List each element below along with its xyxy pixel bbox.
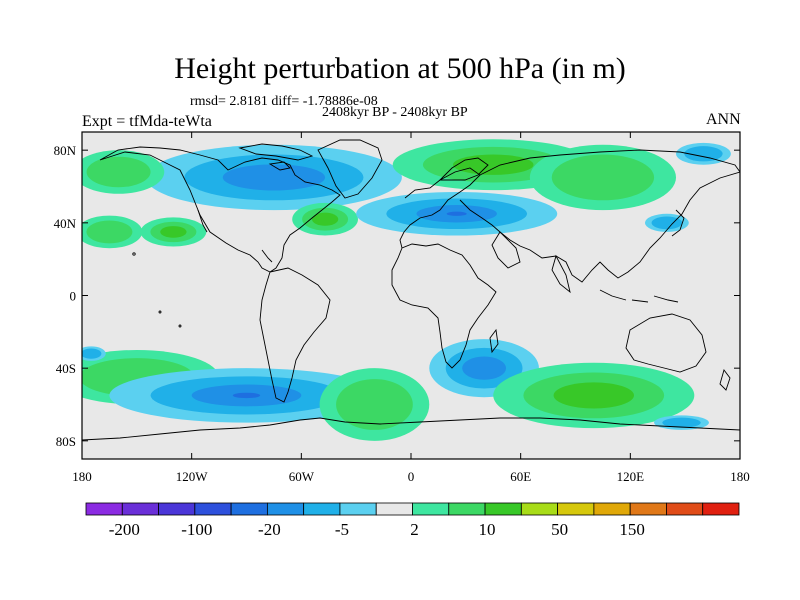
coast-arctic-islands	[238, 143, 314, 161]
experiment-label: Expt = tfMda-teWta	[82, 113, 212, 130]
anomaly-negative-9-level-1	[651, 216, 683, 230]
anomaly-positive-2-level-1	[86, 156, 151, 188]
anomaly-negative-8-level-1	[684, 146, 723, 162]
coast-japan	[671, 209, 685, 237]
colorbar-swatch	[629, 502, 667, 516]
colorbar-swatch	[375, 502, 413, 516]
colorbar-swatch	[121, 502, 159, 516]
chart-title: Height perturbation at 500 hPa (in m)	[174, 52, 626, 85]
y-tick-label: 0	[70, 289, 77, 304]
coast-arabia	[491, 231, 521, 269]
anomaly-positive-3-level-1	[86, 220, 133, 244]
coast-greenland	[317, 139, 383, 199]
colorbar-label: -20	[258, 520, 281, 539]
coast-baja	[197, 209, 208, 233]
colorbar-swatch	[484, 502, 522, 516]
colorbar-swatch	[266, 502, 305, 516]
x-tick-label: 0	[408, 469, 415, 484]
x-tick-label: 180	[730, 469, 750, 484]
colorbar-swatch	[158, 502, 196, 516]
anomaly-positive-12-level-1	[336, 379, 413, 430]
colorbar-swatch	[448, 502, 486, 516]
colorbar-label: -200	[109, 520, 140, 539]
x-tick-label: 60W	[289, 469, 315, 484]
x-tick-label: 120E	[617, 469, 645, 484]
y-tick-label: 40N	[54, 216, 77, 231]
coast-australia	[625, 313, 707, 373]
anomaly-positive-5-level-2	[311, 212, 339, 226]
y-tick-label: 40S	[56, 361, 76, 376]
x-tick-label: 120W	[176, 469, 209, 484]
colorbar-label: -5	[335, 520, 349, 539]
colorbar-label: 2	[410, 520, 419, 539]
anomaly-negative-0-level-2	[222, 164, 326, 191]
colorbar-label: -100	[181, 520, 212, 539]
anomaly-negative-11-level-3	[232, 392, 261, 399]
colorbar-swatch	[593, 502, 631, 516]
coast-south-america	[259, 267, 331, 403]
colorbar-swatch	[85, 502, 123, 516]
coast-madagascar	[489, 328, 499, 354]
colorbar-swatch	[557, 502, 595, 516]
coast-europe	[399, 167, 481, 249]
season-label: ANN	[706, 111, 741, 128]
period-line: 2408kyr BP - 2408kyr BP	[322, 105, 468, 120]
y-tick-label: 80S	[56, 434, 76, 449]
anomaly-positive-7-level-1	[551, 154, 655, 201]
y-tick-label: 80N	[54, 143, 77, 158]
axes: 180 120W 60W 0 60E 120E 180 80N 40N 0 40S 80S	[54, 132, 750, 484]
colorbar-swatch	[412, 502, 450, 516]
coast-africa	[391, 243, 497, 369]
colorbar-swatch	[666, 502, 704, 516]
coast-florida	[261, 249, 273, 263]
coast-new-zealand	[719, 369, 731, 391]
coast-scandinavia	[438, 157, 489, 181]
anomaly-negative-15-level-1	[82, 348, 102, 359]
colorbar-swatch	[520, 502, 559, 516]
anomaly-positive-14-level-2	[553, 382, 634, 409]
coast-indonesia	[599, 289, 679, 303]
anomaly-positive-4-level-2	[160, 226, 187, 238]
colorbar-swatch	[230, 502, 268, 516]
coast-antarctica	[82, 417, 740, 441]
coast-asia	[459, 149, 740, 283]
colorbar-label: 10	[479, 520, 496, 539]
x-tick-label: 60E	[510, 469, 531, 484]
colorbar-swatch	[194, 502, 232, 516]
anomaly-negative-13-level-2	[462, 356, 507, 380]
anomaly-negative-6-level-3	[446, 211, 467, 216]
colorbar-swatch	[702, 502, 740, 516]
coast-india	[551, 254, 571, 294]
colorbar-label: 150	[619, 520, 645, 539]
colorbar-swatch	[303, 502, 341, 516]
stats-line: rmsd= 2.8181 diff= -1.78886e-08	[190, 94, 378, 109]
colorbar-swatch	[339, 502, 377, 516]
colorbar-label: 50	[551, 520, 568, 539]
anomaly-negative-16-level-1	[662, 417, 701, 428]
coastlines	[82, 139, 740, 441]
anomaly-features	[82, 139, 731, 441]
x-tick-label: 180	[72, 469, 92, 484]
coast-north-america	[99, 146, 341, 273]
